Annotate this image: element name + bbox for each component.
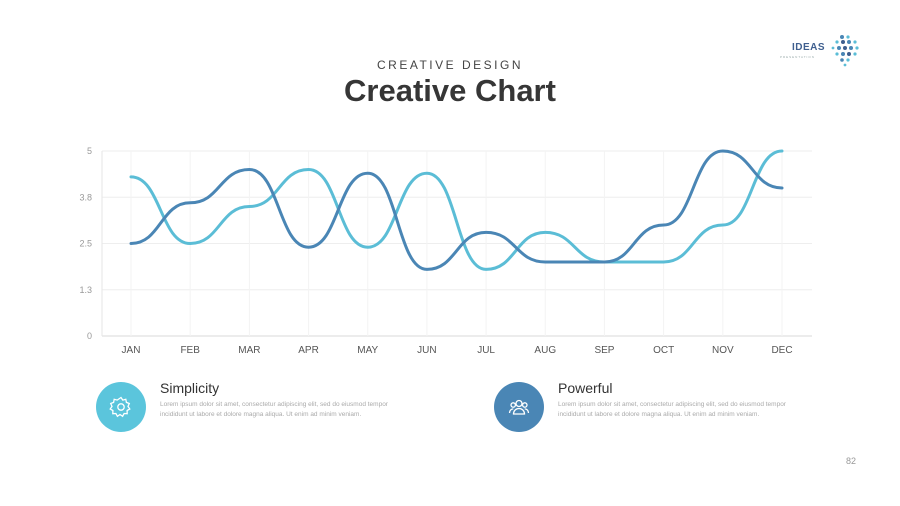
logo-wordmark: IDEAS [792,42,826,53]
x-tick-label: DEC [771,345,792,356]
feature-icon-circle [494,382,544,432]
x-tick-label: NOV [712,345,734,356]
y-tick-label: 5 [87,146,92,156]
y-tick-label: 2.5 [79,239,92,249]
gear-icon [109,396,131,418]
slide-subtitle: CREATIVE DESIGN [377,58,523,72]
feature-title: Powerful [558,380,613,396]
feature-simplicity: Simplicity Lorem ipsum dolor sit amet, c… [96,378,416,438]
slide-title: Creative Chart [344,73,556,108]
x-tick-label: OCT [653,345,674,356]
x-tick-label: MAY [357,345,378,356]
page-number: 82 [846,456,857,466]
y-tick-label: 1.3 [79,285,92,295]
feature-title: Simplicity [160,380,220,396]
ideas-logo: IDEAS PRESENTATION [778,34,864,68]
x-tick-label: AUG [534,345,556,356]
x-tick-label: FEB [180,345,200,356]
feature-body: Lorem ipsum dolor sit amet, consectetur … [160,401,388,418]
feature-body: Lorem ipsum dolor sit amet, consectetur … [558,401,786,418]
x-tick-label: JAN [122,345,141,356]
logo-tagline: PRESENTATION [780,55,815,59]
users-icon [508,399,530,415]
feature-powerful: Powerful Lorem ipsum dolor sit amet, con… [494,378,814,438]
x-tick-label: JUL [477,345,495,356]
x-tick-label: MAR [238,345,260,356]
y-tick-label: 3.8 [79,192,92,202]
x-tick-label: SEP [594,345,614,356]
logo-dots-icon [831,35,859,67]
x-tick-label: JUN [417,345,436,356]
x-tick-label: APR [298,345,319,356]
series-line-1 [129,149,784,271]
series-line-2 [129,149,784,271]
feature-icon-circle [96,382,146,432]
y-tick-label: 0 [87,331,92,341]
